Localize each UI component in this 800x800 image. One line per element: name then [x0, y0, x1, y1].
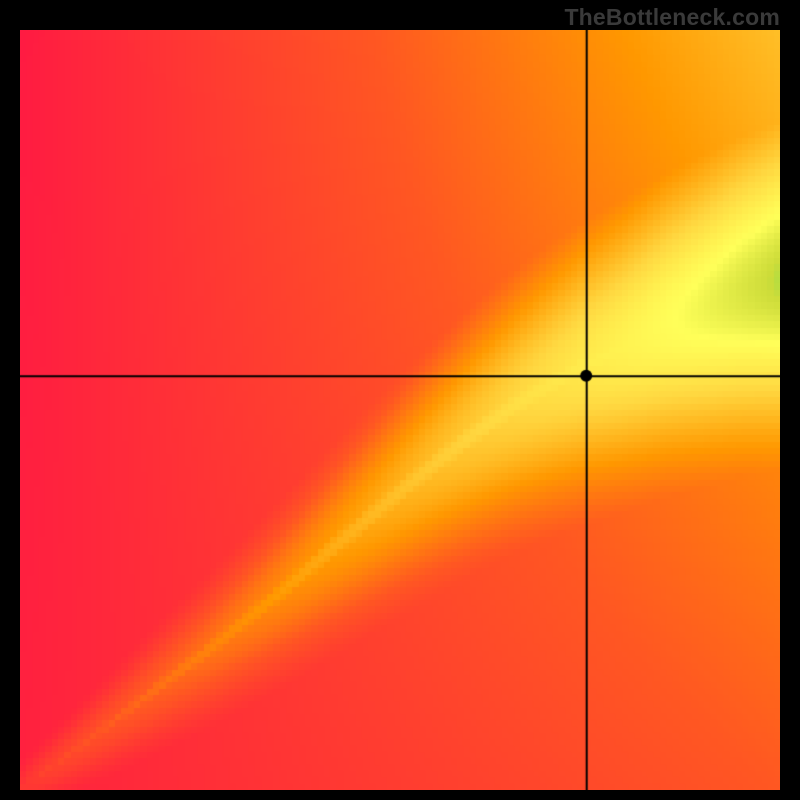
watermark-text: TheBottleneck.com: [564, 4, 780, 31]
bottleneck-heatmap: [20, 30, 780, 790]
